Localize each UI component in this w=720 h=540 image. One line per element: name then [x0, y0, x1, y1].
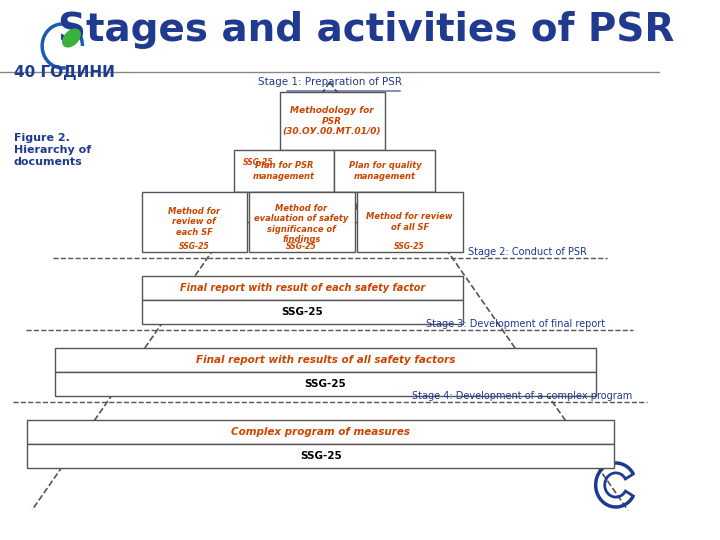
Text: БДС ISO 10005: БДС ISO 10005 — [346, 202, 423, 212]
Text: Stage 3: Development of final report: Stage 3: Development of final report — [426, 319, 605, 329]
Ellipse shape — [63, 29, 80, 47]
Text: Figure 2.
Hierarchy of
documents: Figure 2. Hierarchy of documents — [14, 133, 91, 167]
Text: Method for
review of
each SF: Method for review of each SF — [168, 207, 220, 237]
Text: SSG-25: SSG-25 — [300, 451, 341, 461]
Bar — [142, 192, 248, 252]
Text: Method for
evaluation of safety
significance of
findings: Method for evaluation of safety signific… — [254, 204, 348, 244]
Bar — [249, 192, 355, 252]
Text: Plan for PSR
management: Plan for PSR management — [253, 161, 315, 181]
Text: SSG-25: SSG-25 — [286, 242, 317, 251]
Text: Final report with result of each safety factor: Final report with result of each safety … — [180, 283, 425, 293]
Text: Stage 2: Conduct of PSR: Stage 2: Conduct of PSR — [467, 247, 587, 257]
Text: Plan for quality
management: Plan for quality management — [348, 161, 421, 181]
Bar — [234, 150, 335, 192]
Text: SSG-25: SSG-25 — [282, 307, 323, 317]
Text: SSG-25: SSG-25 — [395, 242, 425, 251]
Bar — [234, 192, 335, 222]
Bar — [27, 444, 614, 468]
Bar — [55, 348, 595, 372]
Text: Complex program of measures: Complex program of measures — [231, 427, 410, 437]
Text: Stage 1: Preparation of PSR: Stage 1: Preparation of PSR — [258, 77, 402, 87]
Text: SSG-25: SSG-25 — [305, 379, 346, 389]
Bar — [142, 300, 463, 324]
Text: Methodology for
PSR
(30.ОУ.00.МТ.01/0): Methodology for PSR (30.ОУ.00.МТ.01/0) — [282, 106, 381, 136]
Bar — [142, 276, 463, 300]
Bar — [357, 192, 463, 252]
Text: SSG-25: SSG-25 — [243, 158, 274, 167]
Text: Stage 4: Development of a complex program: Stage 4: Development of a complex progra… — [412, 391, 632, 401]
Bar — [279, 92, 385, 150]
Text: Final report with results of all safety factors: Final report with results of all safety … — [196, 355, 455, 365]
Bar — [335, 150, 436, 192]
Text: Stages and activities of PSR: Stages and activities of PSR — [58, 11, 675, 49]
Bar — [27, 420, 614, 444]
Text: ISO 10006: ISO 10006 — [258, 202, 310, 212]
Bar — [335, 192, 436, 222]
Text: 40 ГОДИНИ: 40 ГОДИНИ — [14, 64, 114, 79]
Text: SSG-25: SSG-25 — [179, 242, 210, 251]
Text: Method for review
of all SF: Method for review of all SF — [366, 212, 453, 232]
Bar — [55, 372, 595, 396]
